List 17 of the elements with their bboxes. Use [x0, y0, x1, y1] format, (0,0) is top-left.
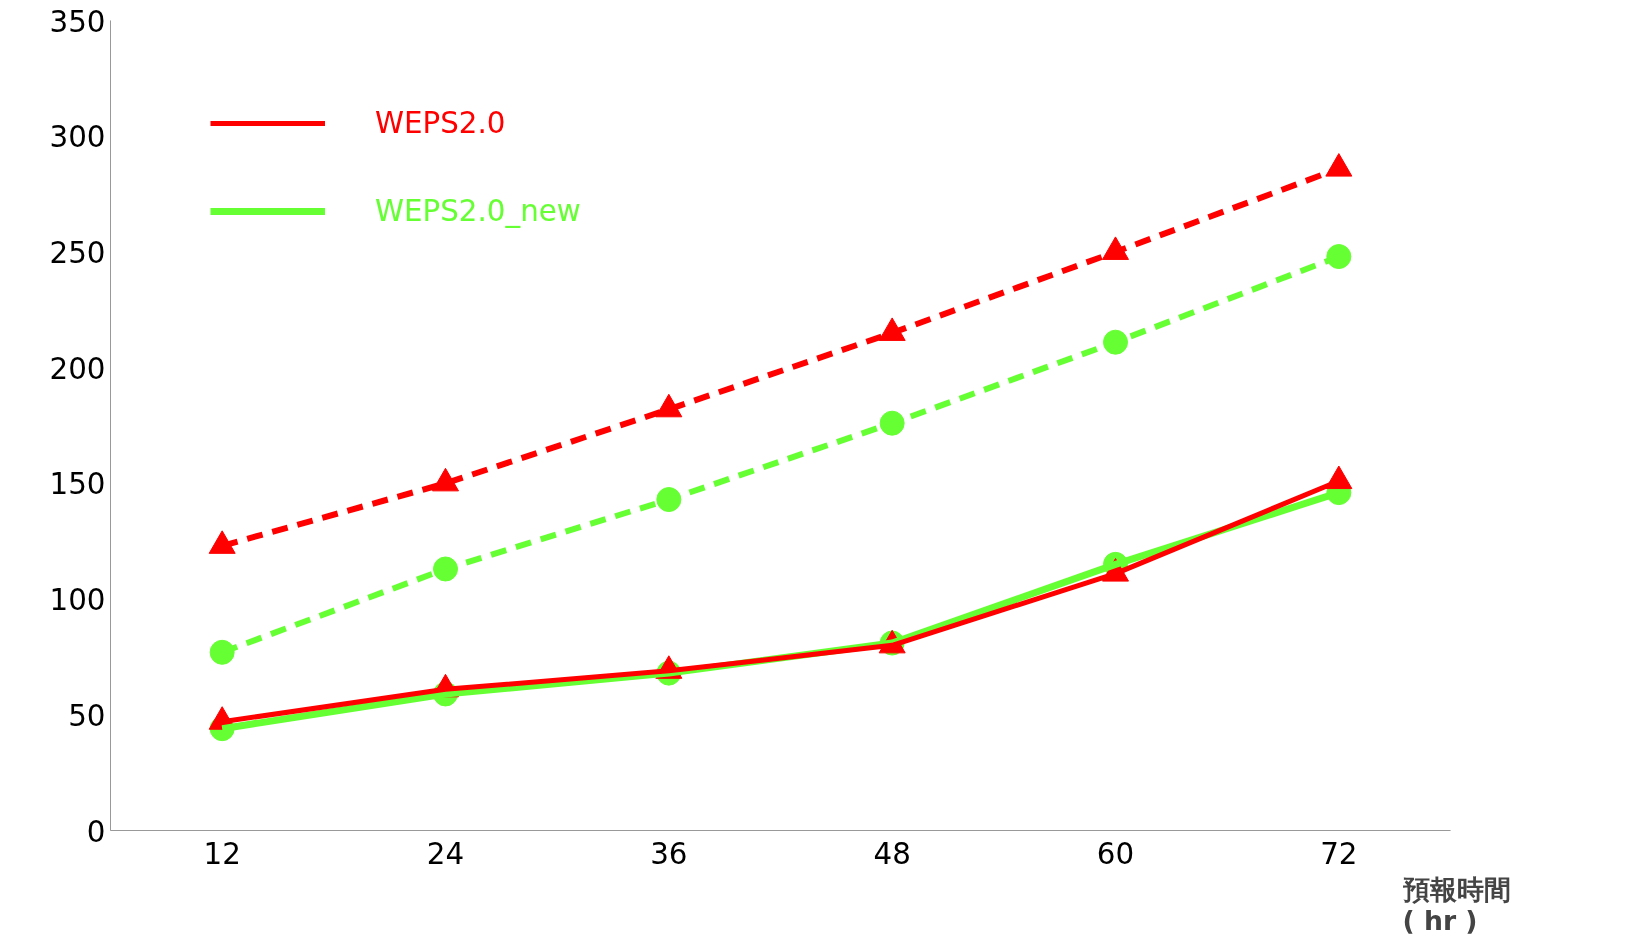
y-tick-label: 350 — [49, 4, 106, 39]
legend-label: WEPS2.0 — [375, 106, 506, 140]
y-tick-label: 200 — [49, 351, 106, 386]
y-tick-label: 300 — [49, 120, 106, 155]
x-tick-label: 48 — [873, 836, 911, 871]
x-tick-label: 36 — [650, 836, 688, 871]
y-tick-label: 150 — [49, 467, 106, 502]
y-tick-label: 250 — [49, 235, 106, 270]
y-tick-label: 0 — [86, 814, 106, 849]
x-tick-label: 72 — [1320, 836, 1358, 871]
y-tick-label: 50 — [68, 698, 106, 733]
legend-label: WEPS2.0_new — [375, 194, 581, 228]
x-tick-label: 60 — [1096, 836, 1135, 871]
x-tick-label: 12 — [203, 836, 241, 871]
x-axis-title: 預報時間 ( hr ) — [1401, 873, 1511, 936]
y-tick-label: 100 — [49, 583, 106, 618]
x-tick-label: 24 — [426, 836, 465, 871]
